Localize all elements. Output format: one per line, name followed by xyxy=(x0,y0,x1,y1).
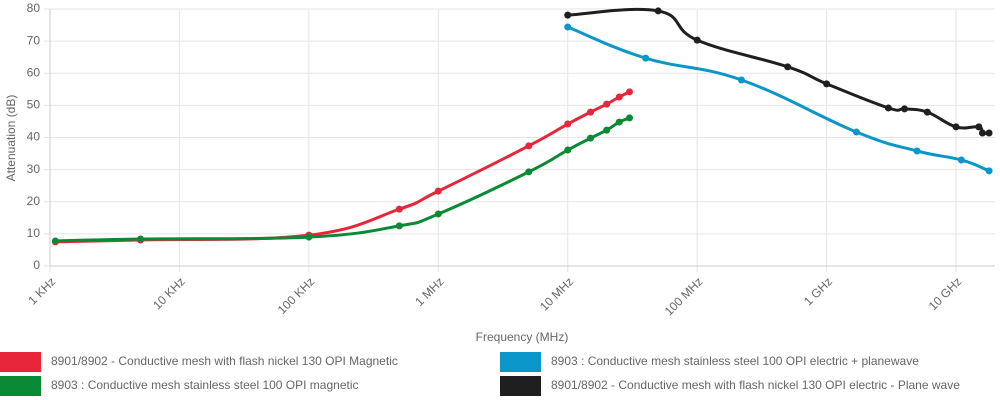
data-point xyxy=(913,147,921,155)
x-tick-label: 100 KHz xyxy=(275,274,317,316)
series-line xyxy=(55,90,631,244)
y-tick-label: 60 xyxy=(27,65,41,79)
data-point xyxy=(884,104,892,112)
data-point xyxy=(434,210,442,218)
data-point xyxy=(564,11,572,19)
legend-swatch xyxy=(500,352,541,372)
data-point xyxy=(564,146,572,154)
data-point xyxy=(823,80,831,88)
series-line xyxy=(567,25,990,173)
data-point xyxy=(978,129,986,137)
y-tick-label: 10 xyxy=(27,226,41,240)
data-point xyxy=(654,7,662,15)
data-point xyxy=(784,63,792,71)
data-point xyxy=(395,205,403,213)
x-tick-label: 10 KHz xyxy=(150,274,188,312)
data-point xyxy=(525,168,533,176)
y-tick-label: 40 xyxy=(27,130,41,144)
data-point xyxy=(615,118,623,126)
data-point xyxy=(975,123,983,131)
x-tick-label: 1 KHz xyxy=(25,274,58,307)
data-point xyxy=(395,222,403,230)
data-point xyxy=(852,128,860,136)
data-point xyxy=(51,237,59,245)
data-point xyxy=(901,105,909,113)
data-point xyxy=(525,142,533,150)
x-axis-title: Frequency (MHz) xyxy=(476,330,569,344)
y-tick-label: 0 xyxy=(33,258,40,272)
data-point xyxy=(693,36,701,44)
legend-label: 8901/8902 - Conductive mesh with flash n… xyxy=(51,354,398,368)
data-point xyxy=(564,120,572,128)
x-tick-label: 10 MHz xyxy=(537,274,576,313)
y-tick-label: 30 xyxy=(27,162,41,176)
data-point xyxy=(985,129,993,137)
data-point xyxy=(615,93,623,101)
legend-swatch xyxy=(0,352,41,372)
data-point xyxy=(952,123,960,131)
x-tick-label: 100 MHz xyxy=(662,274,706,318)
legend-label: 8901/8902 - Conductive mesh with flash n… xyxy=(551,378,960,392)
y-tick-label: 50 xyxy=(27,98,41,112)
x-tick-label: 1 GHz xyxy=(801,274,835,308)
data-point xyxy=(603,100,611,108)
data-point xyxy=(625,114,633,122)
legend-swatch xyxy=(500,376,541,396)
data-point xyxy=(136,235,144,243)
y-axis-title: Attenuation (dB) xyxy=(4,95,18,182)
y-tick-label: 70 xyxy=(27,33,41,47)
data-point xyxy=(625,88,633,96)
data-point xyxy=(587,108,595,116)
data-point xyxy=(603,126,611,134)
data-point xyxy=(957,156,965,164)
data-point xyxy=(587,134,595,142)
x-tick-label: 10 GHz xyxy=(926,274,965,313)
y-tick-label: 20 xyxy=(27,194,41,208)
legend-swatch xyxy=(0,376,41,396)
data-point xyxy=(923,108,931,116)
data-point xyxy=(434,187,442,195)
data-point xyxy=(985,167,993,175)
legend-label: 8903 : Conductive mesh stainless steel 1… xyxy=(551,354,919,368)
data-point xyxy=(642,54,650,62)
data-point xyxy=(737,76,745,84)
data-point xyxy=(305,233,313,241)
y-tick-label: 80 xyxy=(27,1,41,15)
x-tick-label: 1 MHz xyxy=(412,274,446,308)
data-point xyxy=(564,23,572,31)
legend-label: 8903 : Conductive mesh stainless steel 1… xyxy=(51,378,359,392)
